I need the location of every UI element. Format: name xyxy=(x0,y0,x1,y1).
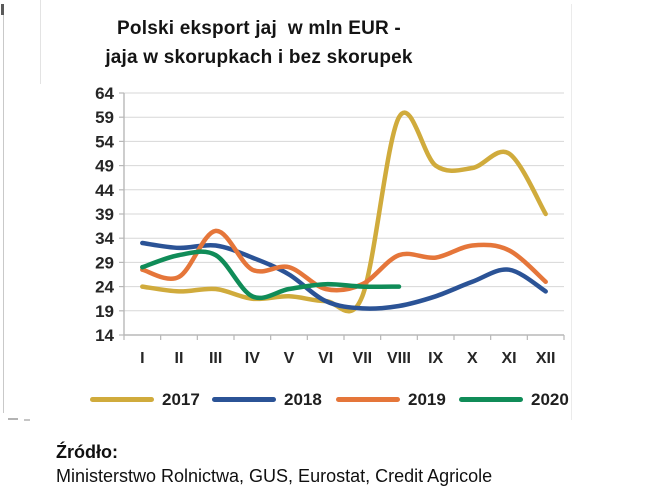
svg-text:39: 39 xyxy=(95,205,114,224)
svg-text:VI: VI xyxy=(318,350,333,367)
scan-artifact-bottom-dash-1 xyxy=(8,418,18,420)
legend-item-2019: 2019 xyxy=(336,389,446,410)
source-block: Źródło: Ministerstwo Rolnictwa, GUS, Eur… xyxy=(56,440,492,488)
legend-label-2019: 2019 xyxy=(408,389,446,409)
svg-text:IV: IV xyxy=(245,350,260,367)
chart-title: Polski eksport jaj w mln EUR - jaja w sk… xyxy=(20,14,498,72)
scan-artifact-right-line xyxy=(571,4,572,420)
svg-text:III: III xyxy=(209,350,222,367)
svg-text:64: 64 xyxy=(95,84,114,103)
scan-artifact-inner-line xyxy=(40,0,41,84)
svg-text:14: 14 xyxy=(95,326,114,345)
svg-text:19: 19 xyxy=(95,302,114,321)
chart-title-line2: jaja w skorupkach i bez skorupek xyxy=(105,47,413,68)
legend-label-2020: 2020 xyxy=(531,389,569,409)
legend-item-2018: 2018 xyxy=(212,389,322,410)
legend-line-swatch-2020 xyxy=(459,397,523,402)
svg-text:VIII: VIII xyxy=(387,350,411,367)
legend-label-2017: 2017 xyxy=(162,389,200,409)
svg-text:54: 54 xyxy=(95,132,114,151)
svg-text:IX: IX xyxy=(428,350,443,367)
source-text: Ministerstwo Rolnictwa, GUS, Eurostat, C… xyxy=(56,466,493,486)
svg-text:24: 24 xyxy=(95,278,114,297)
legend-line-swatch-2018 xyxy=(212,397,276,402)
svg-text:34: 34 xyxy=(95,229,114,248)
svg-text:VII: VII xyxy=(353,350,373,367)
svg-text:V: V xyxy=(284,350,295,367)
svg-text:44: 44 xyxy=(95,181,114,200)
svg-text:X: X xyxy=(467,350,478,367)
svg-text:XI: XI xyxy=(501,350,516,367)
legend-line-swatch-2017 xyxy=(90,397,154,402)
legend-item-2017: 2017 xyxy=(90,389,200,410)
svg-text:I: I xyxy=(140,350,144,367)
svg-text:59: 59 xyxy=(95,108,114,127)
legend-line-swatch-2019 xyxy=(336,397,400,402)
source-label: Źródło: xyxy=(56,442,118,462)
svg-text:49: 49 xyxy=(95,157,114,176)
scan-artifact-bottom-dash-2 xyxy=(24,419,30,421)
chart-title-line1: Polski eksport jaj w mln EUR - xyxy=(117,18,401,39)
svg-text:29: 29 xyxy=(95,253,114,272)
svg-text:XII: XII xyxy=(536,350,556,367)
legend-label-2018: 2018 xyxy=(284,389,322,409)
legend-item-2020: 2020 xyxy=(459,389,569,410)
svg-text:II: II xyxy=(175,350,184,367)
scan-artifact-left-dash xyxy=(1,4,4,15)
scan-artifact-left-line xyxy=(3,6,4,413)
